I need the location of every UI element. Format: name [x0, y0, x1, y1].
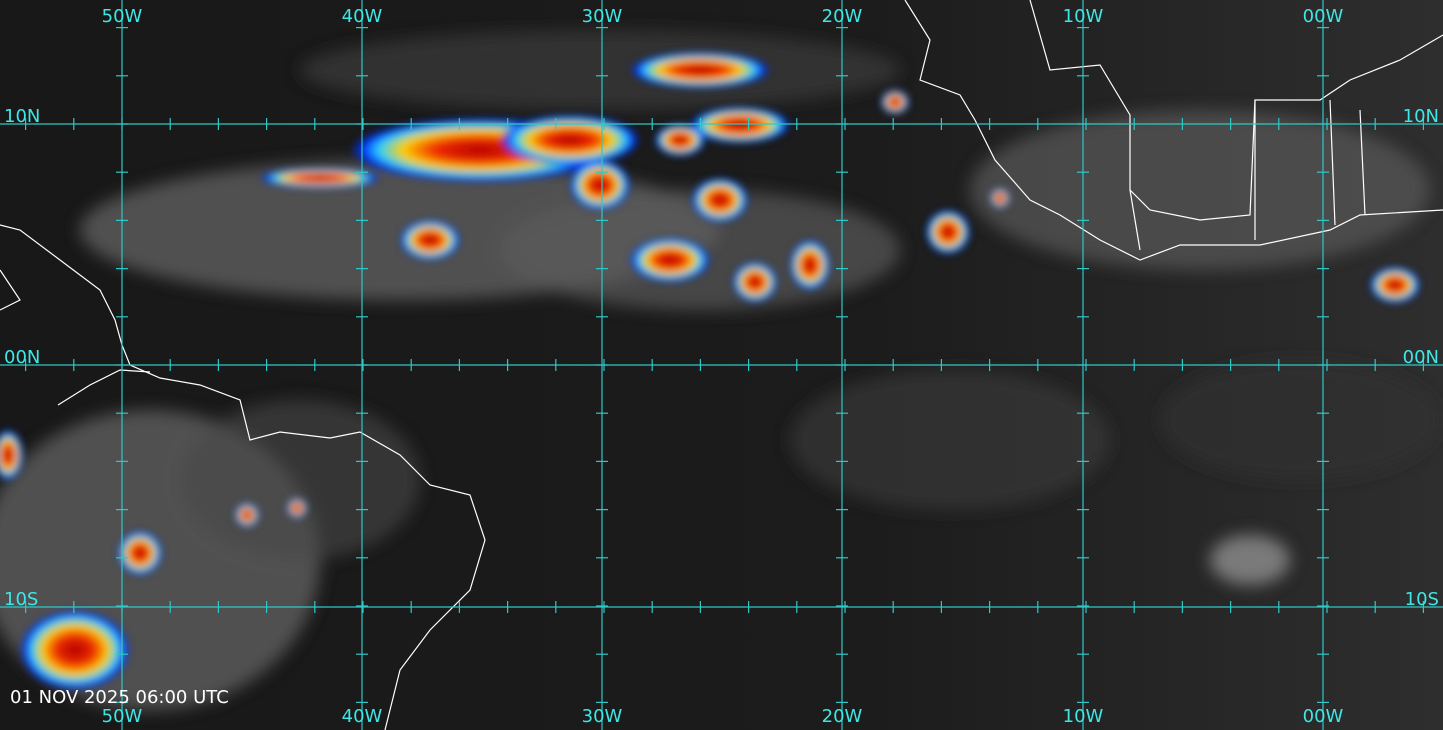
longitude-label: 00W: [1303, 6, 1344, 27]
timestamp: 01 NOV 2025 06:00 UTC: [10, 687, 229, 708]
longitude-label: 30W: [582, 706, 623, 727]
longitude-label: 20W: [822, 6, 863, 27]
longitude-label: 40W: [342, 6, 383, 27]
longitude-label: 20W: [822, 706, 863, 727]
latitude-label: 00N: [1403, 347, 1439, 368]
longitude-label: 00W: [1303, 706, 1344, 727]
longitude-label: 10W: [1063, 6, 1104, 27]
labels: 50W 40W 30W 20W 10W 00W 50W 40W 30W 20W 10W 00W 10N 0…: [4, 6, 1439, 727]
latitude-label: 10S: [4, 589, 38, 610]
latitude-label: 00N: [4, 347, 40, 368]
latitude-label: 10N: [4, 106, 40, 127]
longitude-label: 30W: [582, 6, 623, 27]
convective-cells: [0, 52, 1420, 690]
latitude-label: 10N: [1403, 106, 1439, 127]
longitude-label: 50W: [102, 706, 143, 727]
longitude-label: 50W: [102, 6, 143, 27]
longitude-label: 40W: [342, 706, 383, 727]
longitude-label: 10W: [1063, 706, 1104, 727]
latitude-label: 10S: [1405, 589, 1439, 610]
